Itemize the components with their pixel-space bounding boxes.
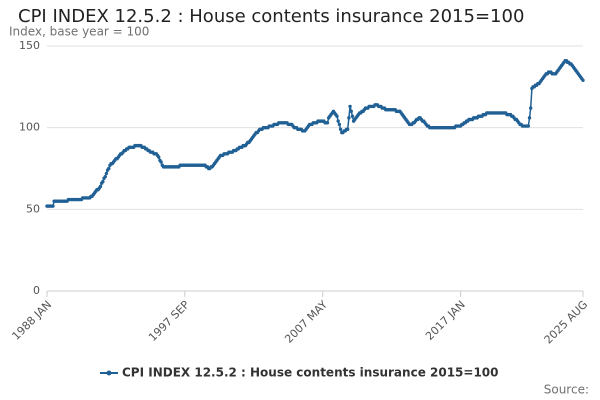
legend-label: CPI INDEX 12.5.2 : House contents insura… [122, 366, 499, 380]
y-tick-label: 0 [33, 284, 40, 297]
point [103, 174, 107, 179]
point [104, 171, 109, 176]
series-line [47, 59, 584, 207]
point [159, 160, 163, 164]
point [337, 122, 342, 127]
point [350, 114, 355, 118]
point [347, 116, 351, 120]
point [529, 106, 533, 110]
point [348, 104, 352, 109]
point [101, 179, 105, 184]
point [345, 127, 350, 131]
y-tick-label: 50 [26, 202, 40, 215]
x-tick-label: 2007 MAY [282, 298, 330, 346]
x-tick-label: 1997 SEP [146, 298, 192, 344]
point [338, 127, 343, 131]
x-tick-label: 1988 JAN [9, 298, 54, 343]
source-label: Source: [544, 383, 589, 397]
point [349, 109, 353, 114]
point [98, 184, 103, 189]
y-tick-label: 100 [19, 121, 40, 134]
point [335, 114, 339, 118]
y-axis-label: Index, base year = 100 [9, 25, 149, 39]
point [336, 119, 340, 123]
point [157, 155, 161, 159]
x-tick-label: 2025 AUG [542, 298, 591, 347]
point [527, 116, 532, 120]
legend-marker [106, 370, 112, 376]
x-tick-label: 2017 JAN [423, 298, 468, 343]
point [107, 166, 111, 171]
point [526, 124, 531, 128]
point [325, 121, 330, 125]
point [581, 78, 585, 83]
point [51, 204, 55, 208]
chart-title: CPI INDEX 12.5.2 : House contents insura… [18, 6, 524, 27]
y-tick-label: 150 [19, 39, 40, 52]
